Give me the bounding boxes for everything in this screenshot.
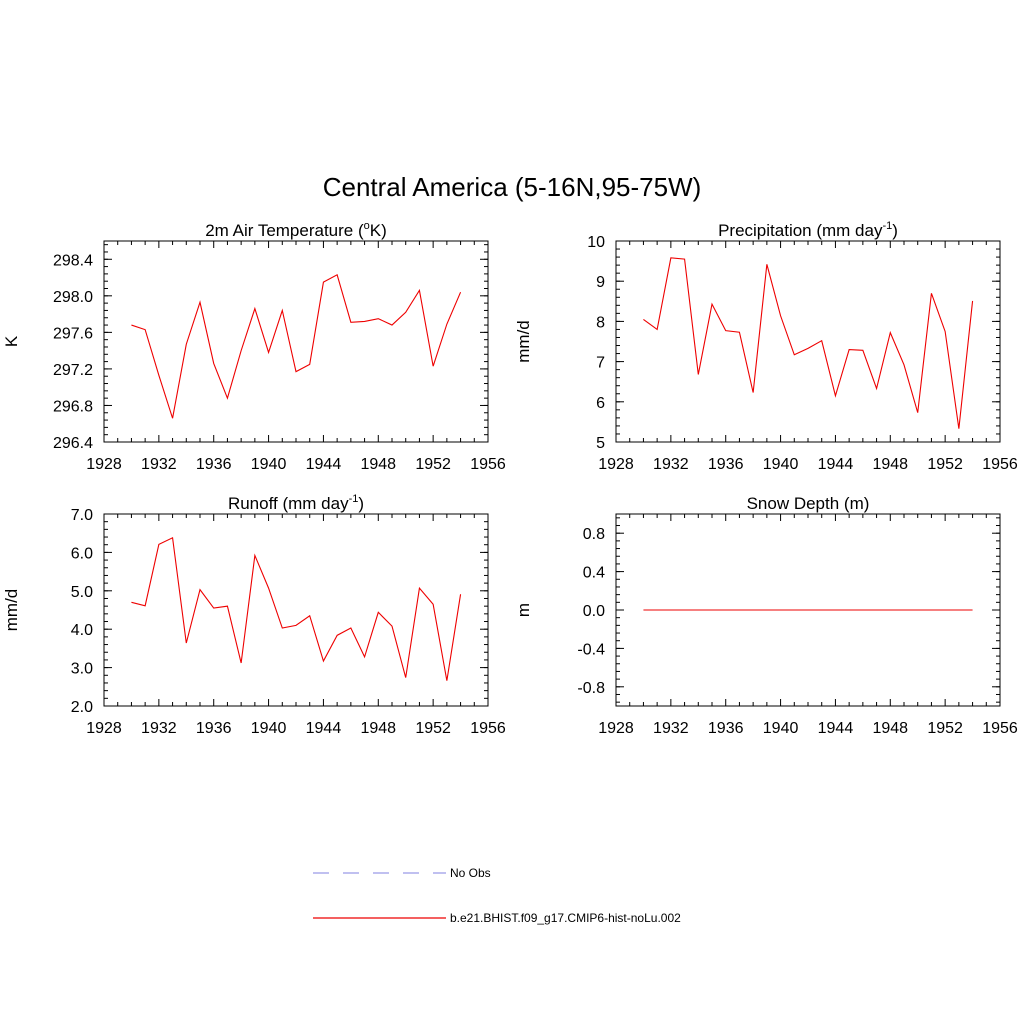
y-tick-label: 0.0 (583, 603, 605, 620)
x-tick-label: 1936 (708, 456, 744, 473)
series-line (131, 273, 462, 419)
panel-title: Precipitation (mm day-1) (718, 220, 898, 240)
y-tick-label: -0.4 (577, 641, 605, 658)
plot-frame (103, 240, 489, 443)
panel-title: Snow Depth (m) (747, 494, 870, 513)
x-tick-label: 1952 (415, 456, 451, 473)
series-line (643, 257, 974, 429)
y-tick-label: 7 (596, 355, 605, 372)
y-tick-label: 0.4 (583, 565, 605, 582)
x-tick-label: 1952 (415, 720, 451, 737)
x-tick-label: 1940 (763, 456, 799, 473)
y-ticks (104, 244, 488, 443)
y-tick-label: 5.0 (71, 584, 93, 601)
x-tick-label: 1936 (196, 720, 232, 737)
x-tick-label: 1944 (818, 720, 854, 737)
x-tick-label: 1948 (872, 720, 908, 737)
y-tick-label: 10 (587, 234, 605, 251)
y-tick-label: -0.8 (577, 680, 605, 697)
y-tick-label: 6.0 (71, 545, 93, 562)
y-tick-label: 296.4 (53, 435, 93, 452)
y-tick-label: 4.0 (71, 622, 93, 639)
y-tick-label: 5 (596, 435, 605, 452)
y-ticks (616, 240, 1000, 443)
panel-title: 2m Air Temperature (oK) (205, 220, 387, 240)
y-tick-label: 0.8 (583, 526, 605, 543)
x-tick-label: 1956 (982, 720, 1018, 737)
y-tick-label: 2.0 (71, 699, 93, 716)
x-tick-label: 1940 (251, 456, 287, 473)
x-tick-label: 1944 (306, 720, 342, 737)
x-tick-label: 1932 (141, 720, 177, 737)
x-tick-label: 1948 (360, 456, 396, 473)
x-ticks (103, 514, 489, 706)
x-tick-label: 1932 (653, 456, 689, 473)
x-tick-label: 1928 (598, 456, 634, 473)
y-tick-label: 8 (596, 314, 605, 331)
x-tick-label: 1940 (251, 720, 287, 737)
y-axis-label: mm/d (2, 589, 21, 632)
panel-precip: 1928 1932 1936 1940 1944 1948 1952 1956 5 6 7 8 9 10 P… (514, 220, 1018, 473)
panel-temp: 1928 1932 1936 1940 1944 1948 1952 1956 296.4 296… (2, 220, 506, 473)
series-line (131, 536, 462, 681)
panel-title: Runoff (mm day-1) (228, 493, 364, 513)
legend-item: b.e21.BHIST.f09_g17.CMIP6-hist-noLu.002 (313, 911, 681, 925)
x-tick-label: 1928 (86, 720, 122, 737)
y-tick-label: 7.0 (71, 507, 93, 524)
x-tick-label: 1932 (141, 456, 177, 473)
y-tick-label: 297.6 (53, 325, 93, 342)
x-tick-label: 1940 (763, 720, 799, 737)
x-tick-label: 1928 (86, 456, 122, 473)
y-axis-label: mm/d (514, 320, 533, 363)
legend-item: No Obs (313, 866, 491, 880)
x-ticks (103, 241, 489, 442)
y-tick-label: 9 (596, 274, 605, 291)
x-tick-label: 1932 (653, 720, 689, 737)
y-tick-label: 296.8 (53, 398, 93, 415)
x-tick-label: 1952 (927, 456, 963, 473)
panel-snow: 1928 1932 1936 1940 1944 1948 1952 1956 -0.8 -0.4… (514, 494, 1018, 737)
y-ticks (616, 517, 1000, 703)
x-tick-label: 1944 (306, 456, 342, 473)
y-tick-label: 3.0 (71, 661, 93, 678)
panels: 1928 1932 1936 1940 1944 1948 1952 1956 296.4 296… (2, 220, 1018, 737)
x-tick-label: 1952 (927, 720, 963, 737)
y-tick-label: 6 (596, 395, 605, 412)
y-tick-label: 298.4 (53, 252, 93, 269)
legend-label: No Obs (450, 866, 491, 880)
x-tick-label: 1936 (196, 456, 232, 473)
panel-runoff: 1928 1932 1936 1940 1944 1948 1952 1956 2.0 3.0 4.… (2, 493, 506, 737)
y-axis-label: m (514, 603, 533, 617)
y-ticks (104, 513, 488, 707)
x-tick-label: 1936 (708, 720, 744, 737)
x-tick-label: 1944 (818, 456, 854, 473)
x-tick-label: 1956 (470, 720, 506, 737)
y-axis-label: K (2, 335, 21, 347)
main-title: Central America (5-16N,95-75W) (323, 172, 702, 202)
x-tick-label: 1956 (982, 456, 1018, 473)
x-tick-label: 1928 (598, 720, 634, 737)
x-tick-label: 1948 (360, 720, 396, 737)
legend-label: b.e21.BHIST.f09_g17.CMIP6-hist-noLu.002 (450, 911, 681, 925)
plot-frame (615, 240, 1001, 443)
x-tick-label: 1956 (470, 456, 506, 473)
legend: No Obs b.e21.BHIST.f09_g17.CMIP6-hist-noL… (313, 866, 681, 925)
y-tick-label: 297.2 (53, 362, 93, 379)
y-tick-label: 298.0 (53, 289, 93, 306)
x-ticks (615, 514, 1001, 706)
x-tick-label: 1948 (872, 456, 908, 473)
x-ticks (615, 241, 1001, 442)
